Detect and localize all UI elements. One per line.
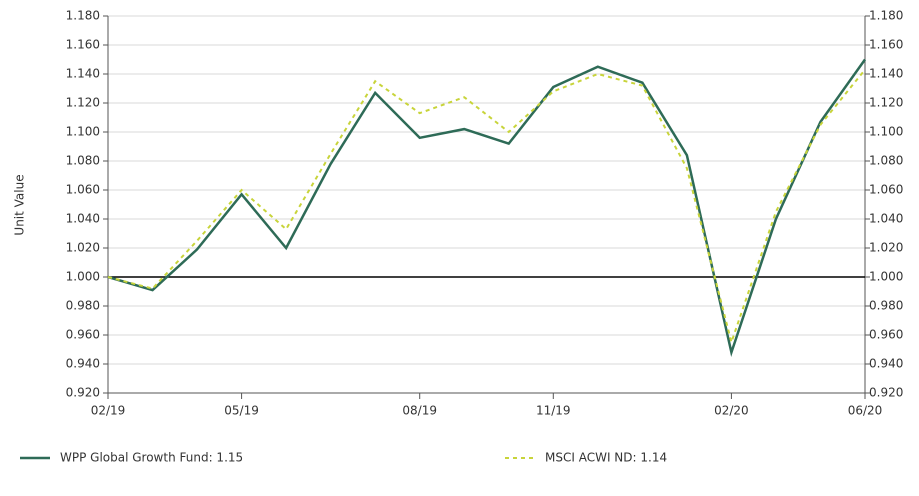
y2-tick-label: 1.100 (869, 125, 903, 139)
y2-tick-label: 1.060 (869, 183, 903, 197)
y-axis-label: Unit Value (13, 174, 27, 235)
y-tick-label: 1.160 (66, 38, 100, 52)
y-tick-label: 1.060 (66, 183, 100, 197)
series-line (107, 69, 866, 346)
y2-tick-label: 1.160 (869, 38, 903, 52)
y2-tick-label: 1.140 (869, 67, 903, 81)
y2-tick-label: 1.020 (869, 241, 903, 255)
y-tick-label: 0.980 (66, 299, 100, 313)
y2-tick-label: 0.980 (869, 299, 903, 313)
y-tick-label: 1.140 (66, 67, 100, 81)
y2-tick-label: 1.120 (869, 96, 903, 110)
x-tick-label: 11/19 (536, 404, 571, 418)
y2-tick-label: 1.080 (869, 154, 903, 168)
y-tick-label: 0.960 (66, 328, 100, 342)
y-tick-label: 0.940 (66, 357, 100, 371)
y2-tick-label: 1.180 (869, 9, 903, 23)
y2-tick-label: 0.940 (869, 357, 903, 371)
y2-tick-label: 0.960 (869, 328, 903, 342)
y-tick-label: 1.000 (66, 270, 100, 284)
y-tick-label: 1.040 (66, 212, 100, 226)
y-tick-label: 0.920 (66, 386, 100, 400)
y-tick-label: 1.180 (66, 9, 100, 23)
x-tick-label: 05/19 (224, 404, 259, 418)
y2-tick-label: 0.920 (869, 386, 903, 400)
y-tick-label: 1.080 (66, 154, 100, 168)
legend-label: MSCI ACWI ND: 1.14 (545, 451, 667, 465)
y-tick-label: 1.020 (66, 241, 100, 255)
series-line (107, 58, 867, 358)
x-tick-label: 02/20 (714, 404, 749, 418)
x-tick-label: 06/20 (848, 404, 883, 418)
y2-tick-label: 1.000 (869, 270, 903, 284)
legend-label: WPP Global Growth Fund: 1.15 (60, 451, 243, 465)
x-tick-label: 08/19 (402, 404, 437, 418)
y-tick-label: 1.100 (66, 125, 100, 139)
y2-tick-label: 1.040 (869, 212, 903, 226)
x-tick-label: 02/19 (91, 404, 126, 418)
y-tick-label: 1.120 (66, 96, 100, 110)
